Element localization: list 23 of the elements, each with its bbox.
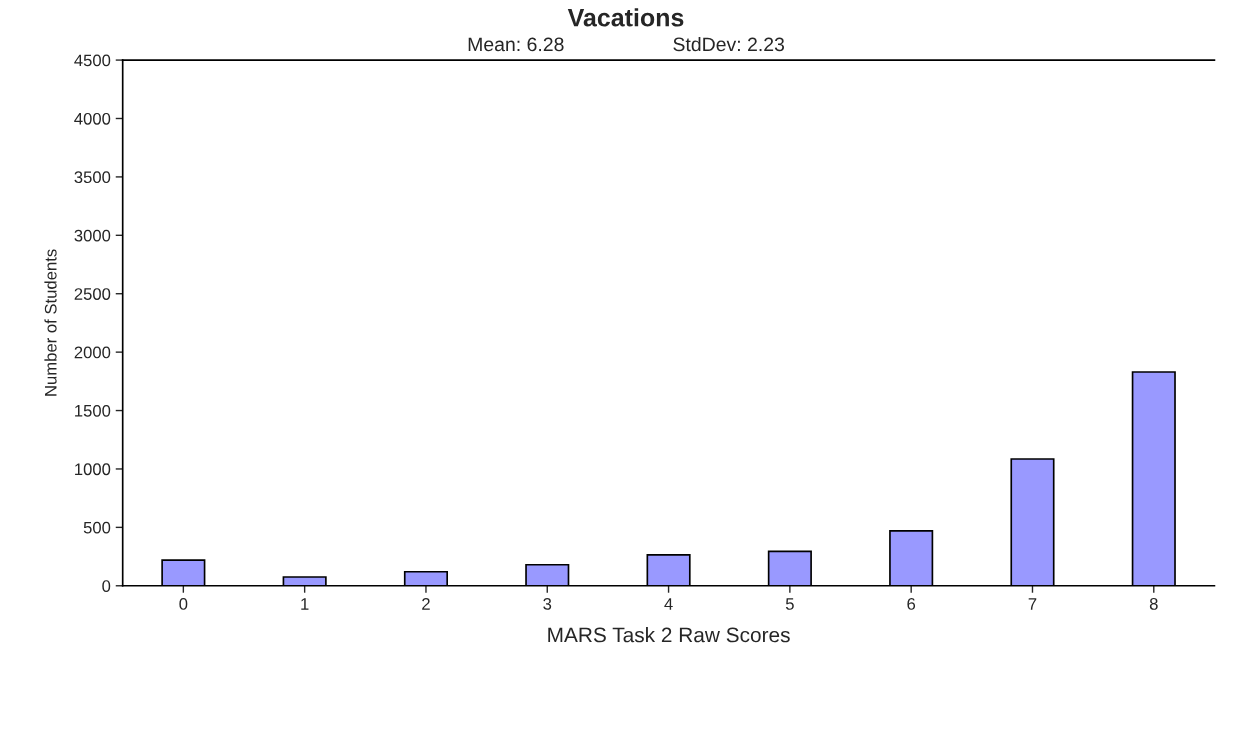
x-axis-title: MARS Task 2 Raw Scores <box>548 627 790 643</box>
y-tick-label: 4500 <box>74 54 111 67</box>
chart-subtitle: Mean: 6.28 StdDev: 2.23 <box>468 36 785 52</box>
y-tick-label: 2000 <box>74 346 111 359</box>
y-tick-label: 4000 <box>74 112 111 125</box>
y-tick-label: 3500 <box>74 171 111 184</box>
x-tick-label: 8 <box>1149 598 1158 610</box>
x-tick-label: 1 <box>301 598 309 610</box>
x-tick-label: 7 <box>1028 598 1037 610</box>
x-tick-label: 3 <box>543 598 552 610</box>
y-axis-title: Number of Students <box>44 249 57 396</box>
x-tick-label: 2 <box>422 598 430 610</box>
x-tick-label: 5 <box>785 598 794 610</box>
y-tick-label: 3000 <box>74 229 111 242</box>
y-tick-label: 500 <box>83 521 111 534</box>
x-tick-label: 4 <box>664 598 673 610</box>
y-tick-label: 0 <box>102 580 111 592</box>
y-tick-label: 2500 <box>74 288 111 300</box>
y-tick-label: 1500 <box>75 404 111 417</box>
x-tick-label: 0 <box>179 598 188 610</box>
chart-title: Vacations <box>567 8 684 27</box>
x-tick-label: 6 <box>907 598 916 610</box>
y-tick-label: 1000 <box>75 463 111 476</box>
